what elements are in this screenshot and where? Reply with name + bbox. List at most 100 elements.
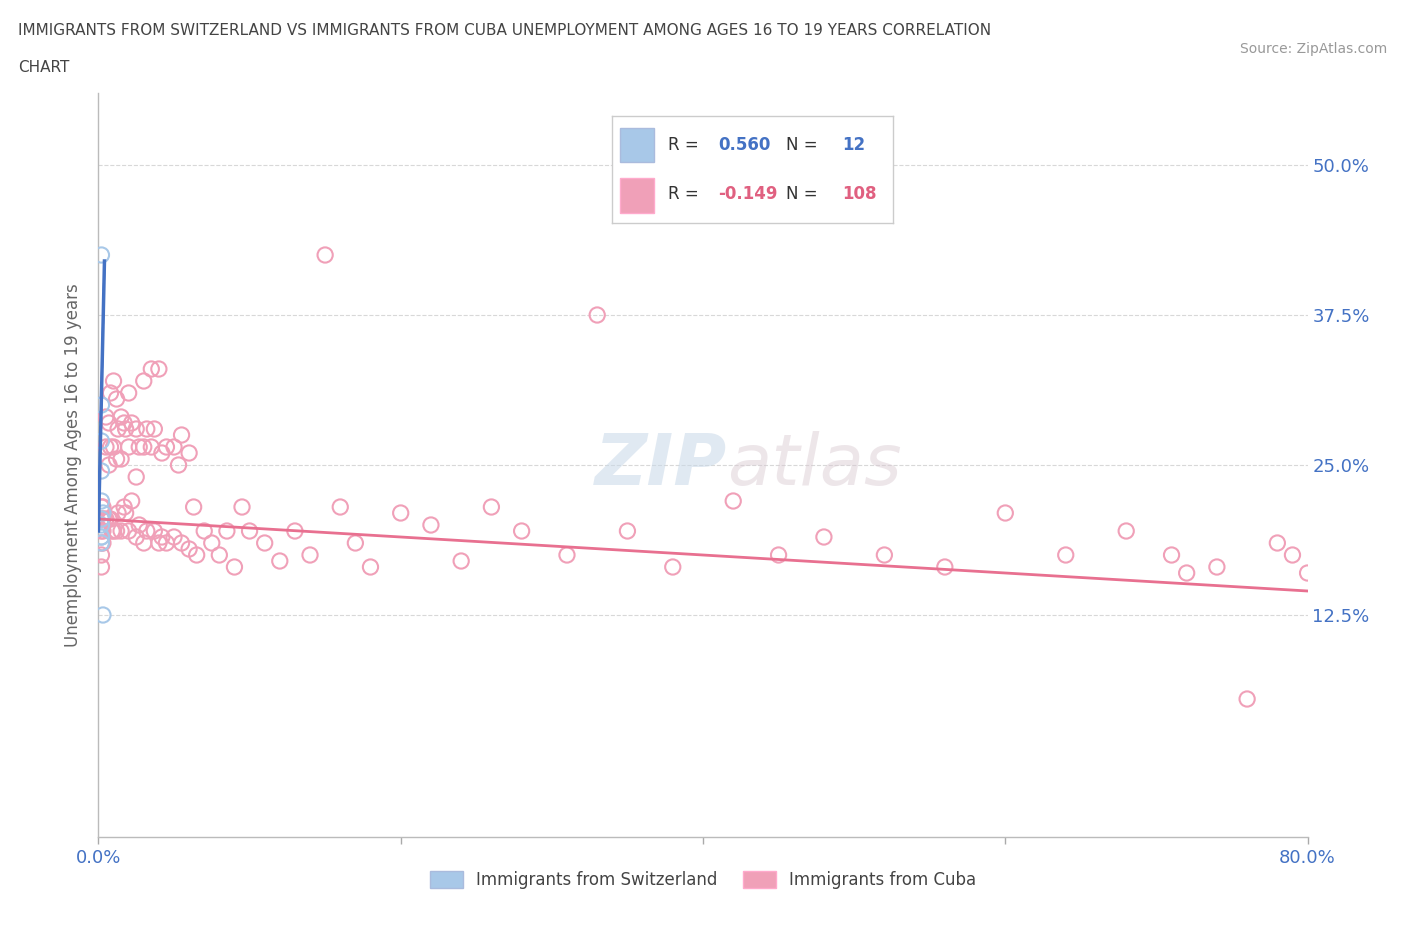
Point: [90, 560, 112, 575]
Point: [135, 524, 157, 538]
Text: 0.560: 0.560: [718, 136, 770, 154]
Point: [170, 428, 193, 443]
Point: [110, 524, 132, 538]
Point: [100, 386, 122, 401]
Point: [148, 362, 170, 377]
Point: [143, 524, 166, 538]
Point: [208, 548, 231, 563]
Point: [170, 536, 193, 551]
Point: [239, 524, 262, 538]
Point: [98, 458, 121, 472]
Text: N =: N =: [786, 185, 823, 204]
Point: [132, 440, 155, 455]
Point: [135, 421, 157, 436]
Point: [231, 499, 253, 514]
Text: atlas: atlas: [727, 431, 901, 499]
Text: -0.149: -0.149: [718, 185, 778, 204]
Point: [555, 548, 578, 563]
Point: [510, 524, 533, 538]
Point: [90, 463, 112, 478]
FancyBboxPatch shape: [620, 179, 654, 213]
Point: [299, 548, 322, 563]
Point: [150, 529, 173, 544]
Point: [103, 374, 125, 389]
Point: [107, 506, 129, 521]
Point: [91, 524, 114, 538]
Point: [94, 512, 117, 526]
Point: [253, 536, 276, 551]
Point: [132, 374, 155, 389]
Point: [101, 524, 124, 538]
Point: [121, 416, 143, 431]
Point: [1281, 548, 1303, 563]
Text: N =: N =: [786, 136, 823, 154]
Point: [224, 560, 246, 575]
Point: [329, 499, 352, 514]
Point: [616, 524, 638, 538]
Point: [155, 440, 177, 455]
Point: [112, 499, 135, 514]
Point: [100, 512, 122, 526]
Text: 108: 108: [842, 185, 877, 204]
Point: [90, 524, 112, 538]
Point: [201, 536, 224, 551]
Point: [183, 499, 205, 514]
Point: [90, 536, 112, 551]
Point: [661, 560, 683, 575]
Text: Source: ZipAtlas.com: Source: ZipAtlas.com: [1240, 42, 1388, 56]
Point: [90, 529, 112, 544]
Point: [90, 397, 112, 412]
Point: [284, 524, 307, 538]
Point: [1115, 524, 1137, 538]
Point: [90, 512, 112, 526]
Point: [1267, 536, 1289, 551]
Point: [360, 560, 382, 575]
Point: [100, 440, 122, 455]
Text: 12: 12: [842, 136, 865, 154]
Point: [110, 452, 132, 467]
Point: [215, 524, 238, 538]
Point: [90, 433, 112, 448]
Point: [91, 506, 114, 521]
FancyBboxPatch shape: [620, 128, 654, 162]
Point: [314, 247, 336, 262]
Point: [269, 553, 291, 568]
Point: [163, 440, 186, 455]
Point: [1175, 565, 1198, 580]
Point: [98, 512, 121, 526]
Point: [1160, 548, 1182, 563]
Point: [91, 536, 114, 551]
Point: [110, 409, 132, 424]
Point: [193, 524, 215, 538]
Point: [1236, 692, 1258, 707]
Point: [90, 548, 112, 563]
Point: [163, 529, 186, 544]
Point: [105, 392, 128, 406]
Point: [155, 536, 177, 551]
Point: [90, 494, 112, 509]
Point: [141, 362, 163, 377]
Point: [128, 518, 150, 533]
Point: [344, 536, 367, 551]
Point: [586, 308, 609, 323]
Text: R =: R =: [668, 136, 704, 154]
Point: [143, 421, 166, 436]
Point: [121, 494, 143, 509]
Point: [94, 409, 117, 424]
Point: [107, 421, 129, 436]
Point: [103, 524, 125, 538]
Point: [98, 416, 121, 431]
Point: [118, 524, 141, 538]
Point: [125, 529, 148, 544]
Point: [1296, 565, 1319, 580]
Point: [105, 524, 128, 538]
Text: R =: R =: [668, 185, 704, 204]
Point: [94, 440, 117, 455]
Point: [118, 386, 141, 401]
Point: [179, 541, 201, 556]
Point: [90, 529, 112, 544]
Point: [167, 458, 190, 472]
Point: [450, 553, 472, 568]
Point: [813, 529, 835, 544]
Point: [389, 506, 412, 521]
